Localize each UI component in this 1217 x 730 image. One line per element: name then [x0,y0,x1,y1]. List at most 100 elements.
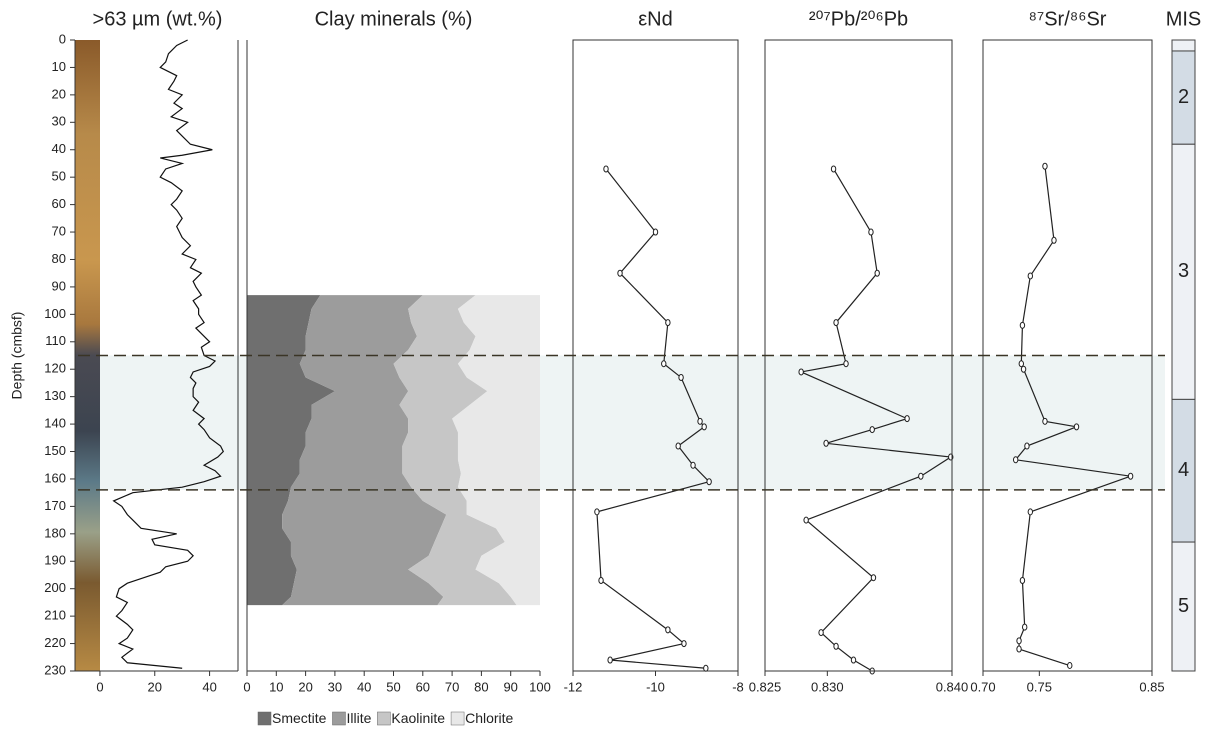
data-point [1021,623,1028,631]
stage-interval [1171,541,1196,672]
y-tick-label: 30 [52,114,66,129]
x-tick-label: 40 [357,679,371,694]
x-tick-label: 40 [202,679,216,694]
y-tick-label: 80 [52,251,66,266]
data-point [706,478,712,486]
x-tick-label: 20 [148,679,162,694]
data-point [603,165,609,173]
data-point [1051,236,1057,244]
legend-label: Kaolinite [391,710,445,726]
data-point [598,576,604,584]
x-tick-label: 50 [386,679,400,694]
data-point [703,664,709,672]
data-point [675,442,681,450]
y-tick-label: 200 [44,580,66,595]
x-tick-label: -8 [732,679,744,694]
x-tick-label: 0.825 [749,679,782,694]
y-axis-label: Depth (cmbsf) [9,312,25,400]
y-tick-label: 120 [44,361,66,376]
y-tick-label: 180 [44,525,66,540]
data-point [843,360,849,368]
data-point [904,415,910,423]
data-point [697,417,703,425]
stage-label: 3 [1178,260,1189,282]
legend-swatch [257,711,272,726]
panel-title: >63 µm (wt.%) [93,8,223,30]
data-point [678,373,684,381]
stage-label: 4 [1178,459,1189,481]
data-point [803,516,809,524]
x-tick-label: 90 [503,679,517,694]
y-tick-label: 230 [44,662,66,677]
y-tick-label: 40 [52,141,66,156]
data-point [1016,645,1022,653]
data-point [833,319,839,327]
legend-swatch [377,711,391,726]
data-point [818,629,824,637]
data-point [1012,456,1019,464]
y-tick-label: 130 [44,388,66,403]
data-point [1019,576,1026,584]
x-tick-label: 70 [445,679,459,694]
legend-swatch [332,711,346,726]
x-tick-label: 0.840 [936,679,969,694]
x-tick-label: 60 [416,679,430,694]
legend-label: Smectite [272,710,327,726]
panel-title: ⁸⁷Sr/⁸⁶Sr [1029,8,1107,30]
x-tick-label: 100 [529,679,551,694]
y-tick-label: 90 [52,278,66,293]
panel-title: Clay minerals (%) [315,8,473,30]
y-tick-label: 50 [52,169,66,184]
data-point [1042,417,1048,425]
data-point [1016,637,1022,645]
data-point [1024,442,1030,450]
y-tick-label: 220 [44,635,66,650]
data-point [1027,272,1034,280]
data-point [665,319,671,327]
y-tick-label: 0 [59,31,66,46]
data-point [1020,365,1027,373]
panel-title: εNd [638,8,672,30]
x-tick-label: 30 [328,679,342,694]
data-point [661,360,667,368]
y-tick-label: 100 [44,306,66,321]
panel-title: MIS [1166,8,1202,30]
data-point [1067,662,1073,670]
data-point [870,574,877,582]
panel-title: ²⁰⁷Pb/²⁰⁶Pb [809,8,908,30]
x-tick-label: 0.85 [1139,679,1164,694]
x-tick-label: 80 [474,679,488,694]
y-tick-label: 190 [44,553,66,568]
data-point [869,426,875,434]
y-tick-label: 10 [52,59,66,74]
data-point [833,642,839,650]
x-tick-label: 20 [298,679,312,694]
y-tick-label: 140 [44,416,66,431]
data-point [1019,321,1026,329]
data-point [823,439,829,447]
x-tick-label: 0 [243,679,250,694]
x-tick-label: 0.70 [970,679,995,694]
data-point [594,508,600,516]
data-point [617,269,623,277]
data-point [690,461,696,469]
data-point [1073,423,1080,431]
data-point [850,656,857,664]
y-tick-label: 60 [52,196,66,211]
y-tick-label: 110 [45,333,66,348]
data-point [1042,162,1048,170]
area [393,295,517,606]
data-point [665,626,671,634]
x-tick-label: 10 [269,679,283,694]
area [247,295,335,606]
y-tick-label: 150 [44,443,66,458]
data-point [798,368,804,376]
stage-interval [1171,39,1196,52]
area [282,295,447,606]
stage-label: 5 [1178,595,1189,617]
data-point [652,228,659,236]
legend-label: Chlorite [465,710,513,726]
data-point [701,423,707,431]
data-point [868,228,874,236]
